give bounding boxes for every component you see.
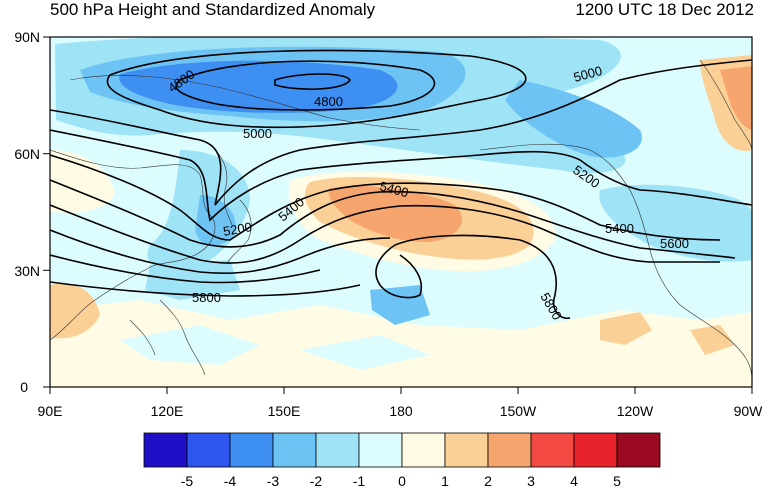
anomaly-shading [50,37,752,387]
lat-label-90n: 90N [14,29,40,45]
colorbar-swatch [358,432,403,468]
colorbar-label: 5 [613,473,621,488]
colorbar-label: -3 [267,473,280,488]
lon-label-90w: 90W [734,403,764,419]
colorbar-label: -5 [181,473,194,488]
lon-label-180: 180 [389,403,413,419]
colorbar-swatch [143,432,188,468]
contour-label: 4800 [314,94,343,109]
colorbar-swatch [444,432,489,468]
axis-ticks [43,36,753,394]
contour-label: 5000 [572,63,604,85]
lon-label-150e: 150E [268,403,301,419]
colorbar-swatch [616,432,661,468]
colorbar-swatch [272,432,317,468]
contour-label: 5800 [192,290,221,305]
lon-label-120w: 120W [617,403,654,419]
longitude-labels: 90E 120E 150E 180 150W 120W 90W [38,403,764,419]
contour-label: 5400 [378,178,410,200]
map-title: 500 hPa Height and Standardized Anomaly [50,0,376,19]
colorbar-label: 3 [527,473,535,488]
contour-label: 5000 [243,126,272,141]
lat-label-60n: 60N [14,146,40,162]
valid-time: 1200 UTC 18 Dec 2012 [575,0,754,19]
colorbar-swatch [186,432,231,468]
colorbar-label: -4 [224,473,237,488]
colorbar-label: 4 [570,473,578,488]
colorbar-swatch [401,432,446,468]
map-panel: 4800 4800 5000 5000 5200 5200 5400 5400 … [50,37,752,387]
height-contours [50,49,752,320]
colorbar-label: 0 [398,473,406,488]
colorbar-label: 1 [441,473,449,488]
lon-label-120e: 120E [151,403,184,419]
colorbar-swatch [229,432,274,468]
colorbar-label: -2 [310,473,323,488]
contour-label: 5400 [605,221,634,236]
contour-label: 5600 [660,236,689,251]
colorbar-swatch [573,432,618,468]
colorbar-swatch [487,432,532,468]
contour-label: 5200 [222,219,253,239]
colorbar-swatch [315,432,360,468]
lon-label-90e: 90E [38,403,63,419]
colorbar-label: -1 [353,473,366,488]
colorbar-label: 2 [484,473,492,488]
lon-label-150w: 150W [500,403,537,419]
lat-label-0: 0 [20,379,28,395]
colorbar-swatch [530,432,575,468]
colorbar: -5 -4 -3 -2 -1 0 1 2 3 4 5 [143,432,661,488]
latitude-labels: 90N 60N 30N 0 [14,29,40,395]
lat-label-30n: 30N [14,263,40,279]
